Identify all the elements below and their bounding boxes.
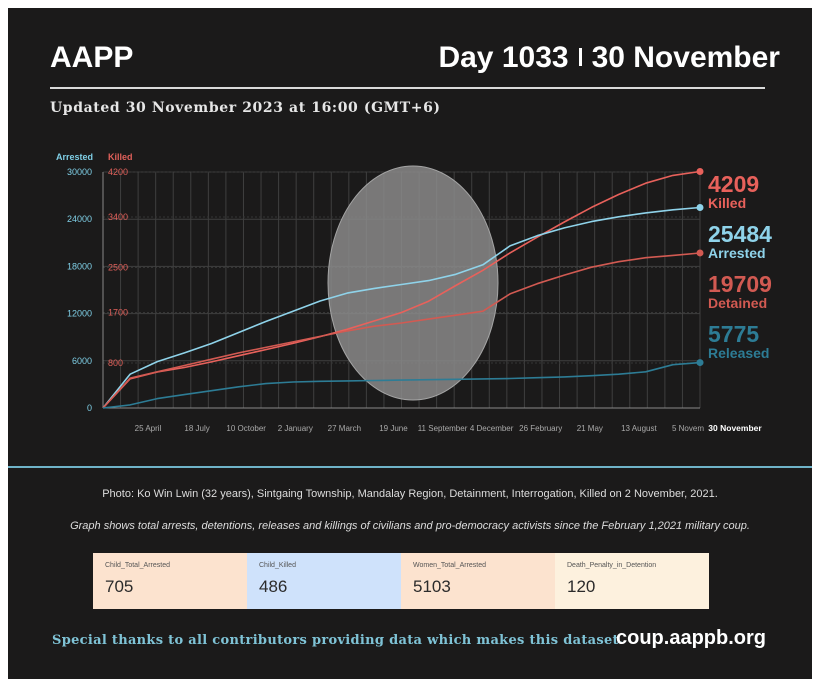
- left-tick-label: 30000: [67, 167, 92, 177]
- title-separator: [578, 48, 582, 66]
- section-divider: [8, 466, 812, 468]
- left-axis-label: Arrested: [56, 152, 93, 162]
- right-tick-label: 4200: [108, 167, 128, 177]
- right-tick-label: 1700: [108, 307, 128, 317]
- x-tick-label: 4 December: [470, 424, 514, 433]
- stat-label: Death_Penalty_in_Detention: [567, 562, 657, 569]
- x-tick-label: 18 July: [184, 424, 209, 433]
- x-tick-label: 13 August: [621, 424, 657, 433]
- stat-card-child-killed: Child_Killed 486: [247, 553, 401, 609]
- x-tick-label: 30 November: [708, 423, 762, 433]
- end-name-killed: Killed: [708, 195, 746, 211]
- x-tick-label: 27 March: [328, 424, 361, 433]
- stat-value: 486: [259, 577, 288, 596]
- series-endpoint-released: [696, 359, 704, 367]
- day-count: Day 1033: [438, 41, 569, 74]
- series-endpoint-killed: [696, 167, 704, 175]
- website-link[interactable]: coup.aappb.org: [616, 627, 766, 649]
- x-tick-label: 5 Novem: [672, 424, 704, 433]
- stat-card-child-total-arrested: Child_Total_Arrested 705: [93, 553, 247, 609]
- day-title: Day 1033 30 November: [438, 41, 780, 75]
- stat-value: 120: [567, 577, 596, 596]
- stats-row: Child_Total_Arrested 705 Child_Killed 48…: [93, 553, 709, 609]
- right-axis-label: Killed: [108, 152, 133, 162]
- left-tick-label: 18000: [67, 261, 92, 271]
- end-name-detained: Detained: [708, 295, 767, 311]
- cumulative-line-chart: Arrested Killed 0 6000 12000 18000 24000 30000 8…: [56, 152, 772, 433]
- x-tick-label: 10 October: [226, 424, 266, 433]
- thanks-note: Special thanks to all contributors provi…: [52, 633, 624, 648]
- x-tick-label: 25 April: [135, 424, 162, 433]
- stat-card-death-penalty-in-detention: Death_Penalty_in_Detention 120: [555, 553, 709, 609]
- x-tick-label: 11 September: [418, 424, 468, 433]
- series-line-killed: [102, 170, 701, 409]
- left-tick-label: 12000: [67, 309, 92, 319]
- right-tick-label: 800: [108, 358, 123, 368]
- left-tick-label: 24000: [67, 214, 92, 224]
- stat-label: Women_Total_Arrested: [413, 562, 487, 569]
- series-line-arrested: [102, 206, 701, 409]
- infographic-panel: AAPP Day 1033 30 November Updated 30 Nove…: [8, 8, 812, 679]
- series-line-detained: [102, 252, 701, 409]
- end-value-released: 5775: [708, 321, 759, 347]
- stat-value: 705: [105, 577, 134, 596]
- stat-card-women-total-arrested: Women_Total_Arrested 5103: [401, 553, 555, 609]
- stat-value: 5103: [413, 577, 451, 596]
- right-tick-label: 2500: [108, 263, 128, 273]
- right-tick-label: 3400: [108, 212, 128, 222]
- updated-timestamp: Updated 30 November 2023 at 16:00 (GMT+6…: [50, 100, 441, 116]
- x-tick-label: 21 May: [577, 424, 603, 433]
- stat-label: Child_Killed: [259, 562, 296, 569]
- series-line-released: [102, 361, 701, 409]
- left-tick-label: 6000: [72, 356, 92, 366]
- day-date: 30 November: [591, 41, 780, 74]
- end-value-killed: 4209: [708, 171, 759, 197]
- brand-title: AAPP: [50, 41, 134, 74]
- series-endpoint-detained: [696, 249, 704, 257]
- end-name-released: Released: [708, 345, 769, 361]
- x-tick-label: 26 February: [519, 424, 562, 433]
- end-value-detained: 19709: [708, 271, 772, 297]
- stat-label: Child_Total_Arrested: [105, 562, 170, 569]
- end-value-arrested: 25484: [708, 221, 772, 247]
- header-rule: [50, 87, 765, 89]
- photo-caption: Photo: Ko Win Lwin (32 years), Sintgaing…: [102, 488, 718, 500]
- series-endpoint-arrested: [696, 204, 704, 212]
- portrait-photo-outline: [327, 165, 499, 401]
- x-tick-label: 2 January: [278, 424, 313, 433]
- x-tick-label: 19 June: [379, 424, 408, 433]
- end-name-arrested: Arrested: [708, 245, 766, 261]
- graph-description: Graph shows total arrests, detentions, r…: [70, 520, 750, 532]
- left-tick-label: 0: [87, 403, 92, 413]
